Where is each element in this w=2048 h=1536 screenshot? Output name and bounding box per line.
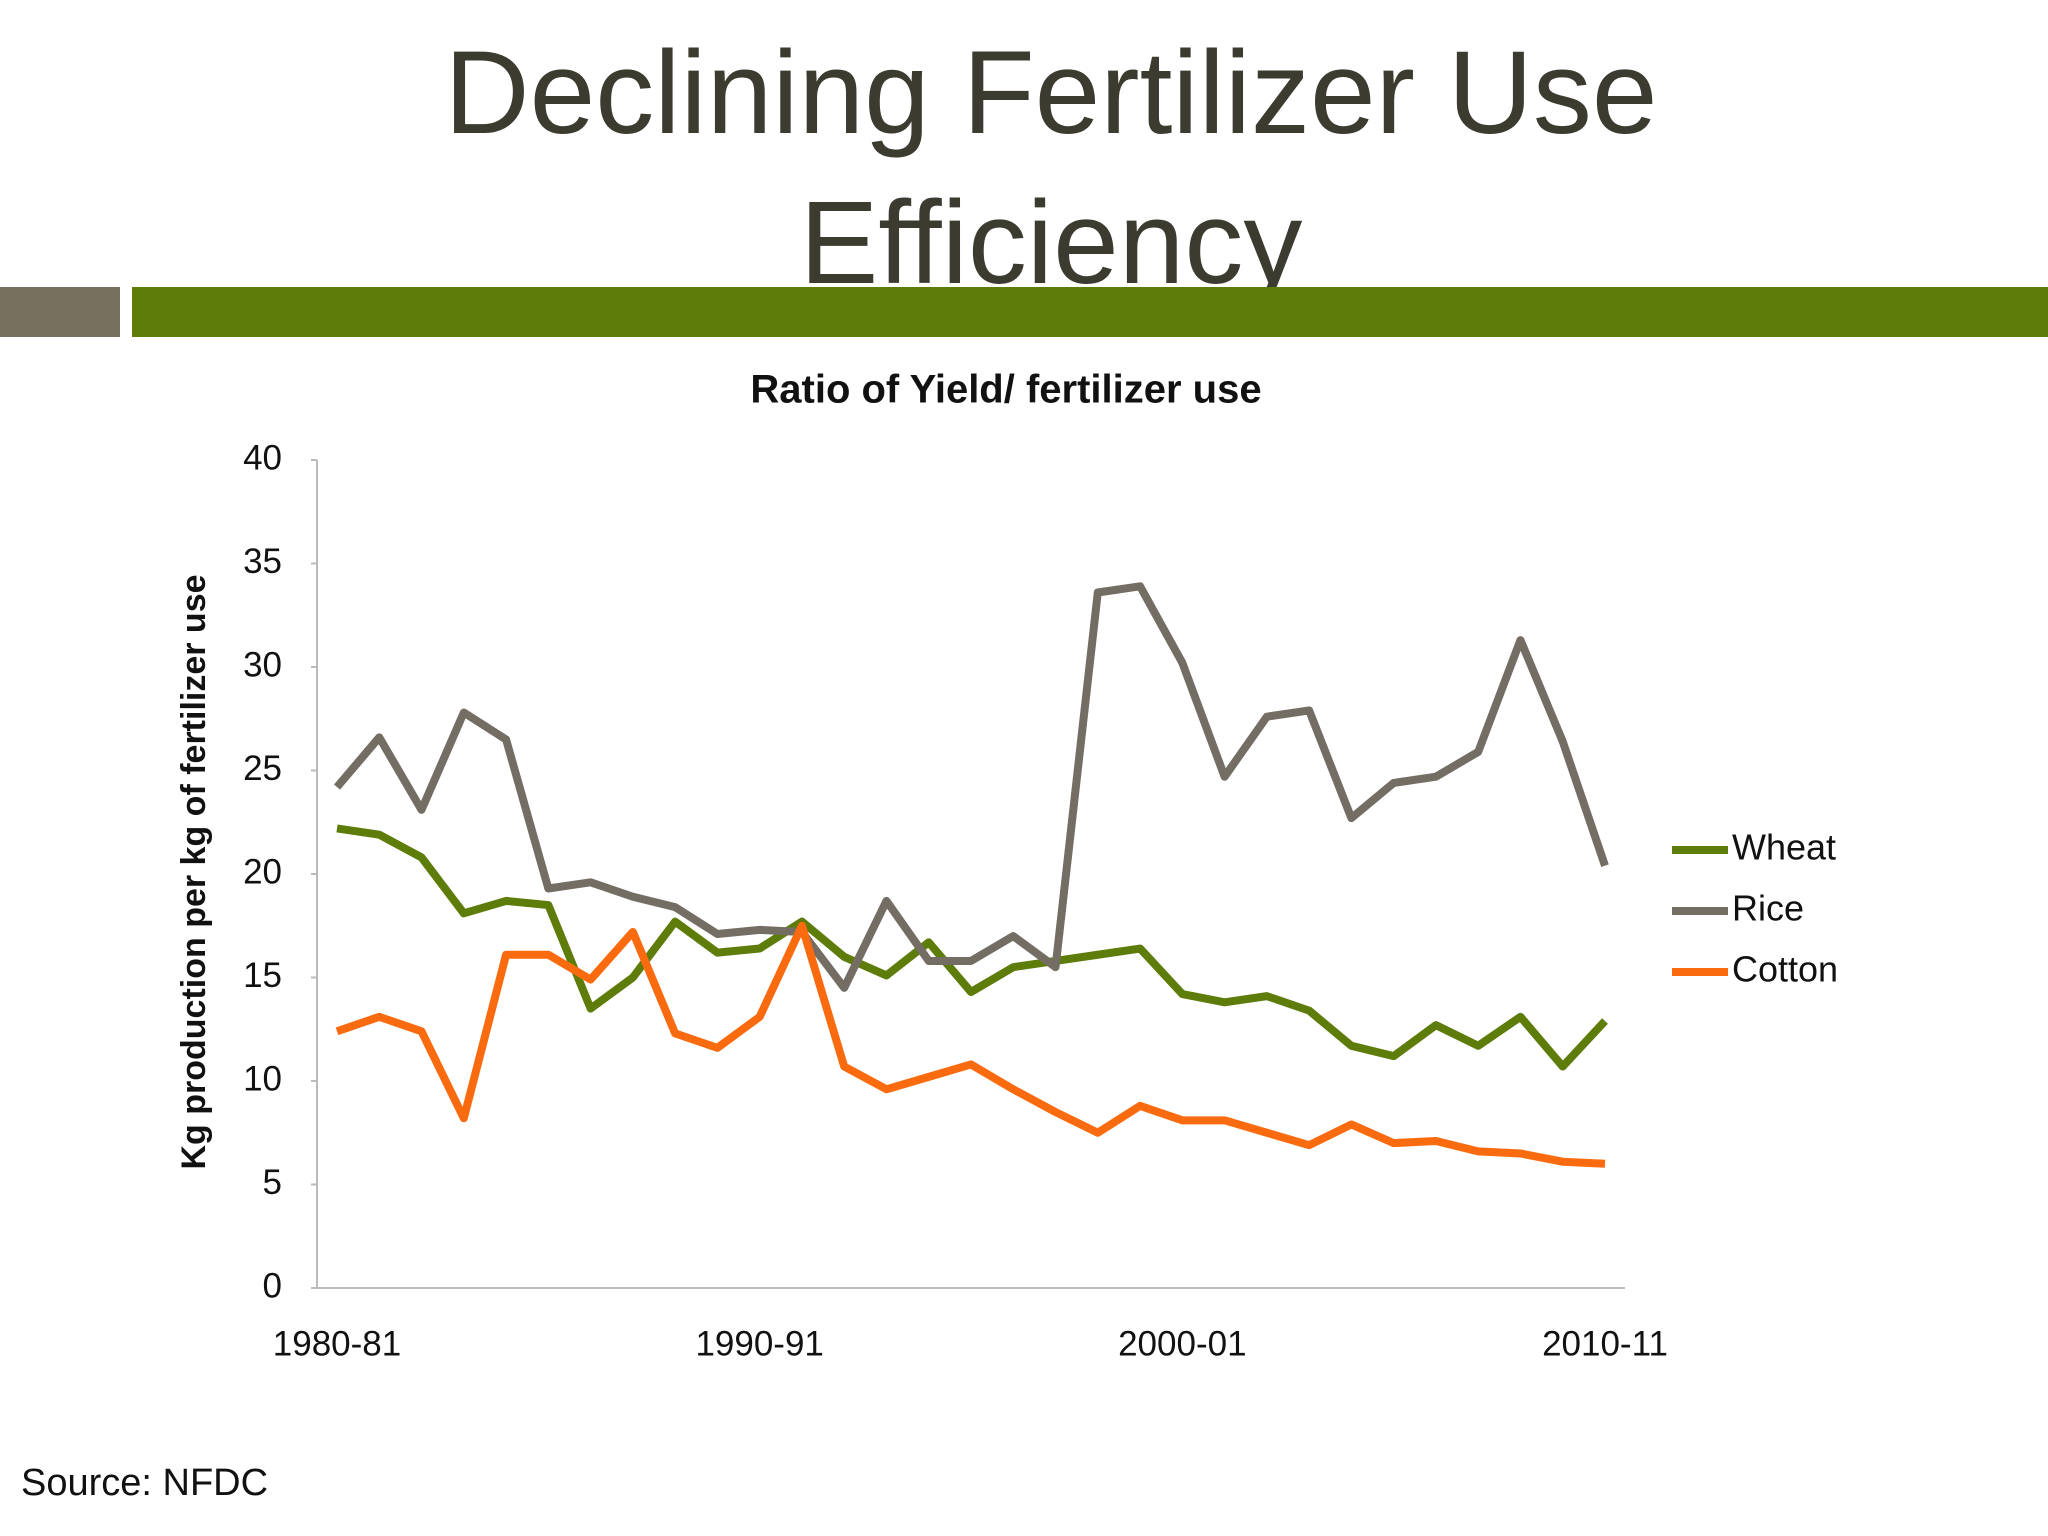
legend-label: Cotton [1732, 949, 1838, 990]
y-tick-label: 40 [243, 438, 282, 477]
y-tick-label: 30 [243, 645, 282, 684]
legend-label: Wheat [1732, 827, 1836, 868]
decor-bar [0, 287, 120, 337]
y-axis-label: Kg production per kg of fertilizer use [175, 574, 213, 1169]
y-tick-label: 5 [263, 1163, 282, 1202]
y-tick-label: 0 [263, 1266, 282, 1305]
x-tick-label: 1980-81 [273, 1324, 401, 1363]
y-tick-label: 10 [243, 1059, 282, 1098]
slide-title: Declining Fertilizer Use Efficiency [444, 27, 1658, 309]
legend-label: Rice [1732, 888, 1804, 929]
series-line [336, 824, 1608, 1071]
chart-title: Ratio of Yield/ fertilizer use [750, 368, 1261, 412]
source-note: Source: NFDC [21, 1462, 269, 1504]
x-tick-label: 1990-91 [695, 1324, 823, 1363]
x-tick-label: 2000-01 [1118, 1324, 1246, 1363]
y-tick-label: 25 [243, 749, 282, 788]
y-tick-label: 20 [243, 852, 282, 891]
y-tick-label: 15 [243, 956, 282, 995]
series-line [335, 921, 1606, 1168]
decor-bar [132, 287, 2048, 337]
y-tick-label: 35 [243, 542, 282, 581]
x-tick-label: 2010-11 [1542, 1324, 1668, 1363]
series-line [333, 582, 1609, 992]
